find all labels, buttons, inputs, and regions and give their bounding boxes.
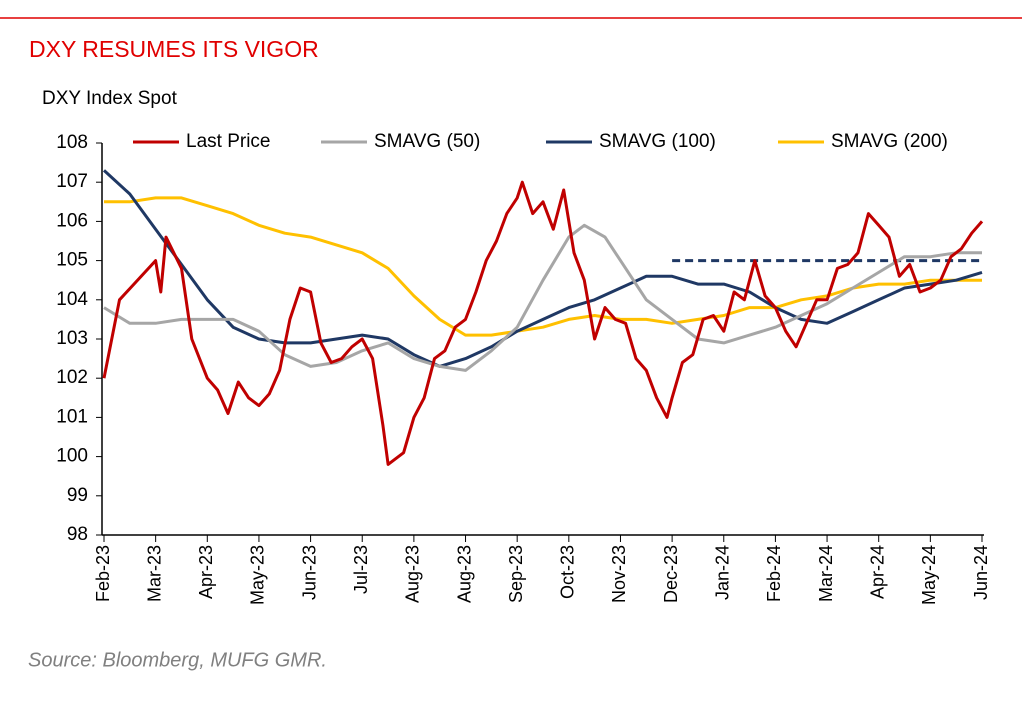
x-tick-label: Feb-24 — [764, 545, 784, 602]
series-line — [102, 169, 983, 368]
x-tick-label: Apr-23 — [196, 545, 216, 599]
x-tick-label: Aug-23 — [403, 545, 423, 603]
x-tick-label: Dec-23 — [661, 545, 681, 603]
legend-label: SMAVG (100) — [599, 131, 716, 152]
y-tick-label: 108 — [56, 132, 88, 153]
y-tick-label: 107 — [56, 171, 88, 192]
series-line — [103, 223, 982, 372]
chart-subtitle: DXY Index Spot — [42, 88, 178, 109]
x-tick-label: Jun-23 — [299, 545, 319, 600]
series-line — [102, 180, 984, 466]
y-tick-label: 98 — [67, 524, 88, 545]
y-tick-label: 105 — [56, 250, 88, 271]
y-tick-label: 100 — [56, 446, 88, 467]
x-tick-label: Feb-23 — [93, 545, 113, 602]
x-tick-label: May-23 — [248, 545, 268, 605]
x-tick-label: Mar-23 — [144, 545, 164, 602]
y-tick-label: 99 — [67, 485, 88, 506]
y-tick-label: 106 — [56, 210, 88, 231]
x-tick-label: Jul-23 — [351, 545, 371, 594]
source-note: Source: Bloomberg, MUFG GMR. — [28, 649, 327, 671]
legend-label: SMAVG (200) — [831, 131, 948, 152]
series-line — [104, 196, 982, 337]
x-tick-label: Jun-24 — [971, 545, 991, 600]
chart-title: DXY RESUMES ITS VIGOR — [29, 36, 319, 62]
y-tick-label: 101 — [56, 406, 88, 427]
x-tick-label: Aug-23 — [454, 545, 474, 603]
legend-label: SMAVG (50) — [374, 131, 480, 152]
y-tick-label: 103 — [56, 328, 88, 349]
x-tick-label: Oct-23 — [558, 545, 578, 599]
y-tick-label: 104 — [56, 289, 88, 310]
x-tick-label: May-24 — [919, 545, 939, 605]
x-tick-label: Mar-24 — [816, 545, 836, 602]
x-tick-label: Sep-23 — [506, 545, 526, 603]
legend-label: Last Price — [186, 131, 270, 152]
x-tick-label: Jan-24 — [713, 545, 733, 600]
x-tick-label: Apr-24 — [867, 545, 887, 599]
x-tick-label: Nov-23 — [609, 545, 629, 603]
y-tick-label: 102 — [56, 367, 88, 388]
